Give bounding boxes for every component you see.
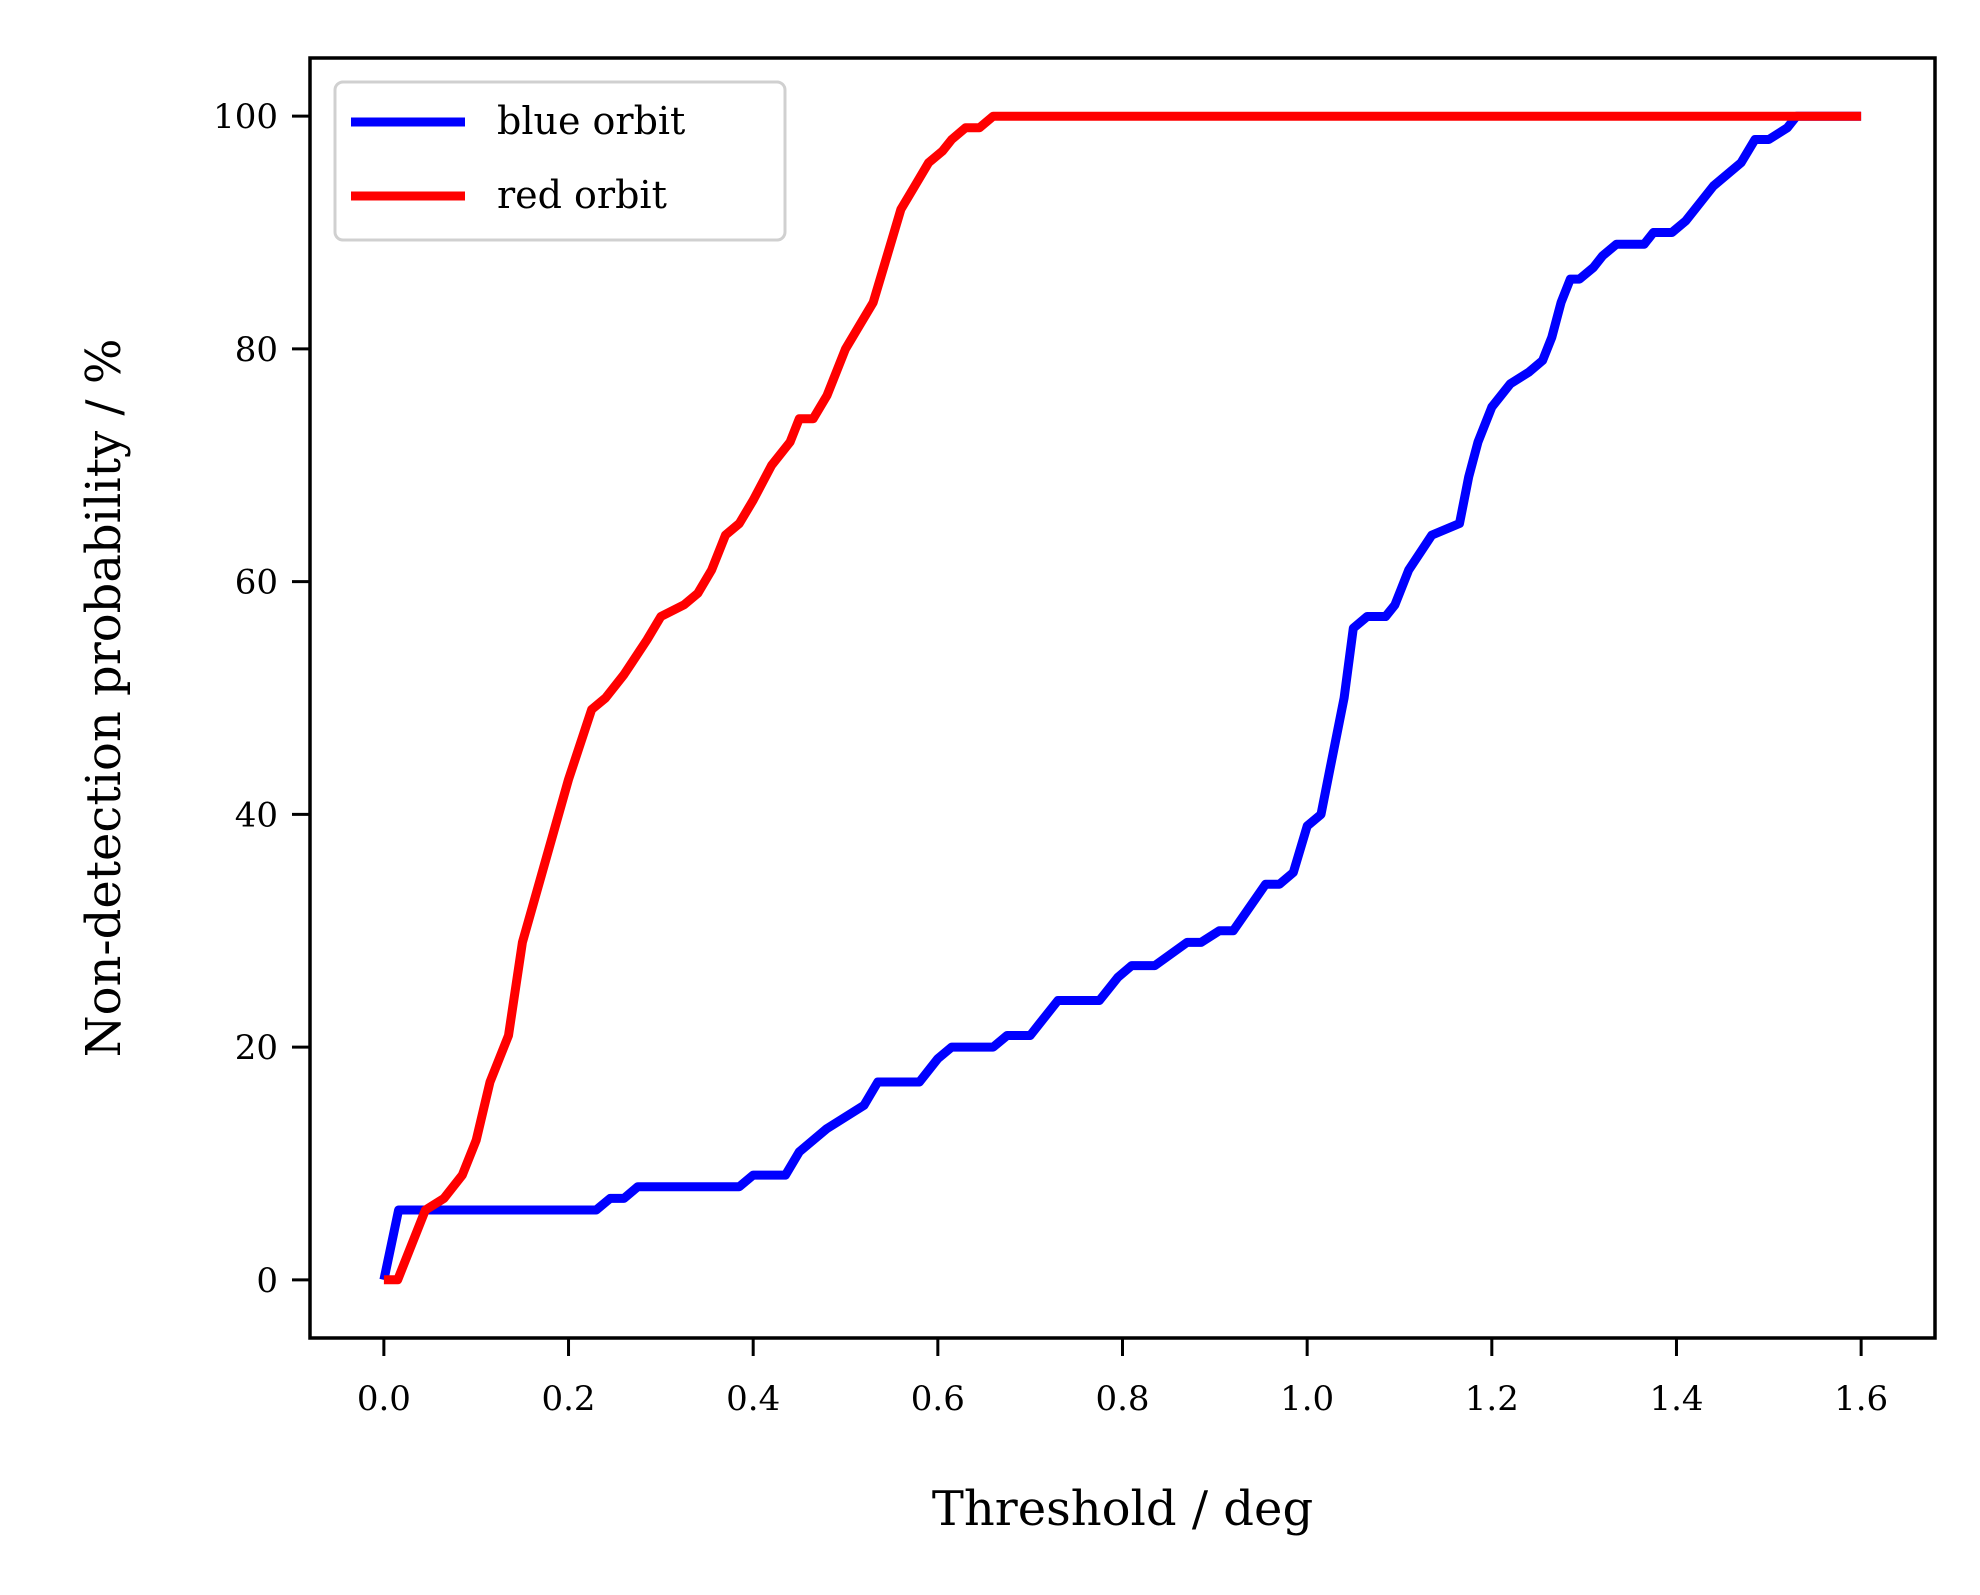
- y-axis-label: Non-detection probability / %: [76, 339, 132, 1058]
- x-tick-label: 0.8: [1095, 1379, 1149, 1419]
- y-axis-ticks: 0 20 40 60 80 100: [213, 97, 310, 1301]
- legend: blue orbit red orbit: [333, 80, 787, 242]
- series-layer: [379, 111, 1862, 1285]
- x-axis-label: Threshold / deg: [932, 1481, 1313, 1537]
- x-tick-label: 1.4: [1649, 1379, 1703, 1419]
- series-line-blue-orbit: [379, 111, 1862, 1281]
- x-tick-label: 0.6: [911, 1379, 965, 1419]
- series-line-red-orbit: [383, 111, 1862, 1285]
- x-tick-label: 0.0: [357, 1379, 411, 1419]
- x-tick-label: 0.2: [541, 1379, 595, 1419]
- y-tick-label: 0: [256, 1261, 278, 1301]
- x-tick-label: 1.2: [1465, 1379, 1519, 1419]
- legend-entry-red-orbit: red orbit: [497, 173, 667, 217]
- x-axis-ticks: 0.0 0.2 0.4 0.6 0.8 1.0 1.2 1.4 1.6: [357, 1338, 1888, 1419]
- y-tick-label: 60: [235, 563, 278, 603]
- y-tick-label: 100: [213, 97, 278, 137]
- legend-entry-blue-orbit: blue orbit: [497, 99, 685, 143]
- y-tick-label: 40: [235, 795, 278, 835]
- y-tick-label: 20: [235, 1028, 278, 1068]
- x-tick-label: 0.4: [726, 1379, 780, 1419]
- y-tick-label: 80: [235, 330, 278, 370]
- x-tick-label: 1.6: [1834, 1379, 1888, 1419]
- plot-frame: [308, 56, 1937, 1340]
- x-tick-label: 1.0: [1280, 1379, 1334, 1419]
